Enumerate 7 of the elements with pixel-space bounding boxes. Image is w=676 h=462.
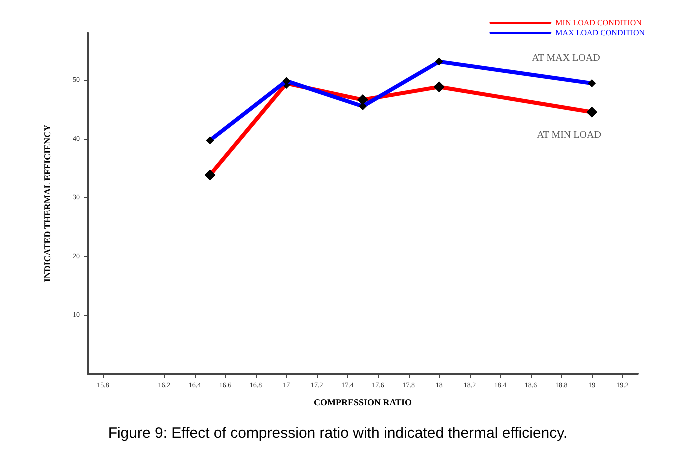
x-axis-title: COMPRESSION RATIO — [314, 398, 412, 408]
annotation: AT MAX LOAD — [532, 53, 600, 64]
annotation: AT MIN LOAD — [537, 130, 602, 141]
text: MAX LOAD CONDITION — [556, 28, 646, 38]
text: MIN LOAD CONDITION — [556, 18, 642, 28]
text: Figure 9: Effect of compression ratio with indicated thermal efficiency. — [108, 425, 568, 442]
y-axis-title: INDICATED THERMAL EFFICIENCY — [42, 124, 52, 282]
